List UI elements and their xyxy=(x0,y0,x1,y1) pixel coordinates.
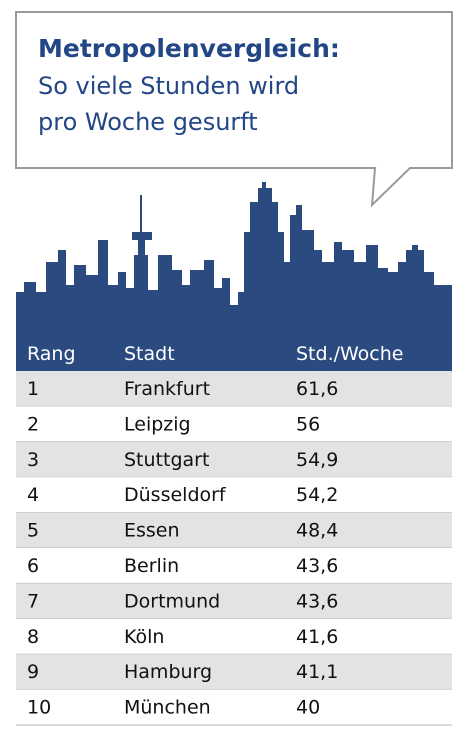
table-cell: 48,4 xyxy=(296,520,338,542)
table-row xyxy=(16,548,452,584)
table-cell: 41,6 xyxy=(296,626,338,648)
table-cell: 4 xyxy=(27,484,39,506)
table-cell: 7 xyxy=(27,590,39,612)
table-cell: 43,6 xyxy=(296,590,338,612)
table-cell: 56 xyxy=(296,413,320,435)
table-cell: 1 xyxy=(27,378,39,400)
table-row xyxy=(16,583,452,619)
table-cell: 8 xyxy=(27,626,39,648)
table-cell: Düsseldorf xyxy=(124,484,227,506)
table-cell: München xyxy=(124,697,211,719)
table-row xyxy=(16,654,452,690)
table-cell: Frankfurt xyxy=(124,378,210,400)
table-cell: 54,2 xyxy=(296,484,338,506)
table-cell: 3 xyxy=(27,449,39,471)
table-cell: 6 xyxy=(27,555,39,577)
table-cell: Köln xyxy=(124,626,164,648)
table-row xyxy=(16,512,452,548)
table-cell: 54,9 xyxy=(296,449,338,471)
table-cell: Essen xyxy=(124,520,180,542)
title: Metropolenvergleich: xyxy=(38,34,340,63)
subtitle-line: pro Woche gesurft xyxy=(38,108,258,136)
table-cell: 10 xyxy=(27,697,51,719)
table-cell: Leipzig xyxy=(124,413,191,435)
table-cell: 5 xyxy=(27,520,39,542)
column-header: Rang xyxy=(27,343,76,365)
table-row xyxy=(16,441,452,478)
column-header: Stadt xyxy=(124,343,175,365)
table-cell: Dortmund xyxy=(124,590,220,612)
table-cell: 2 xyxy=(27,413,39,435)
column-header: Std./Woche xyxy=(296,343,404,365)
table-header xyxy=(16,335,452,371)
table-row xyxy=(16,371,452,407)
table-row xyxy=(16,477,452,513)
subtitle-line: So viele Stunden wird xyxy=(38,72,299,100)
table-cell: 61,6 xyxy=(296,378,338,400)
table-row xyxy=(16,406,452,442)
table-cell: 40 xyxy=(296,697,320,719)
table-row xyxy=(16,689,452,725)
table-row xyxy=(16,618,452,655)
table-cell: 9 xyxy=(27,661,39,683)
table-cell: 41,1 xyxy=(296,661,338,683)
table-cell: Stuttgart xyxy=(124,449,209,471)
table-cell: Berlin xyxy=(124,555,179,577)
table-cell: 43,6 xyxy=(296,555,338,577)
table-cell: Hamburg xyxy=(124,661,212,683)
skyline xyxy=(16,182,452,335)
speech-bubble xyxy=(15,11,453,208)
